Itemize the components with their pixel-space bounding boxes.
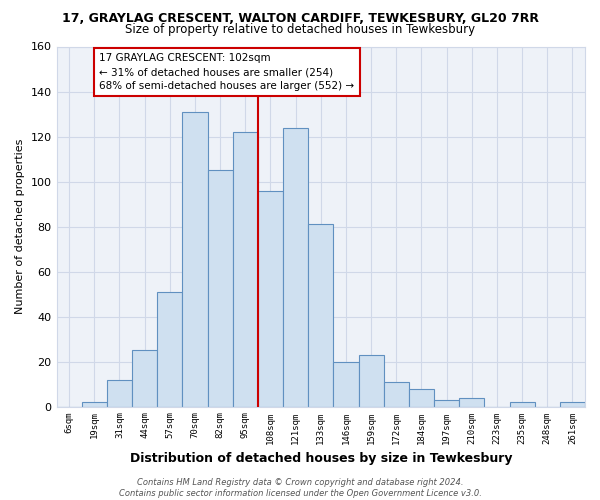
Bar bbox=[409, 388, 434, 406]
X-axis label: Distribution of detached houses by size in Tewkesbury: Distribution of detached houses by size … bbox=[130, 452, 512, 465]
Bar bbox=[258, 190, 283, 406]
Bar bbox=[560, 402, 585, 406]
Bar bbox=[434, 400, 459, 406]
Bar bbox=[82, 402, 107, 406]
Bar bbox=[132, 350, 157, 406]
Bar bbox=[233, 132, 258, 406]
Bar bbox=[182, 112, 208, 406]
Bar bbox=[359, 355, 383, 406]
Text: Size of property relative to detached houses in Tewkesbury: Size of property relative to detached ho… bbox=[125, 22, 475, 36]
Text: 17 GRAYLAG CRESCENT: 102sqm
← 31% of detached houses are smaller (254)
68% of se: 17 GRAYLAG CRESCENT: 102sqm ← 31% of det… bbox=[100, 54, 355, 92]
Bar bbox=[283, 128, 308, 406]
Y-axis label: Number of detached properties: Number of detached properties bbox=[15, 139, 25, 314]
Bar bbox=[308, 224, 334, 406]
Bar bbox=[157, 292, 182, 406]
Bar bbox=[459, 398, 484, 406]
Bar bbox=[107, 380, 132, 406]
Bar bbox=[383, 382, 409, 406]
Bar bbox=[334, 362, 359, 406]
Text: 17, GRAYLAG CRESCENT, WALTON CARDIFF, TEWKESBURY, GL20 7RR: 17, GRAYLAG CRESCENT, WALTON CARDIFF, TE… bbox=[62, 12, 539, 26]
Bar bbox=[509, 402, 535, 406]
Bar bbox=[208, 170, 233, 406]
Text: Contains HM Land Registry data © Crown copyright and database right 2024.
Contai: Contains HM Land Registry data © Crown c… bbox=[119, 478, 481, 498]
